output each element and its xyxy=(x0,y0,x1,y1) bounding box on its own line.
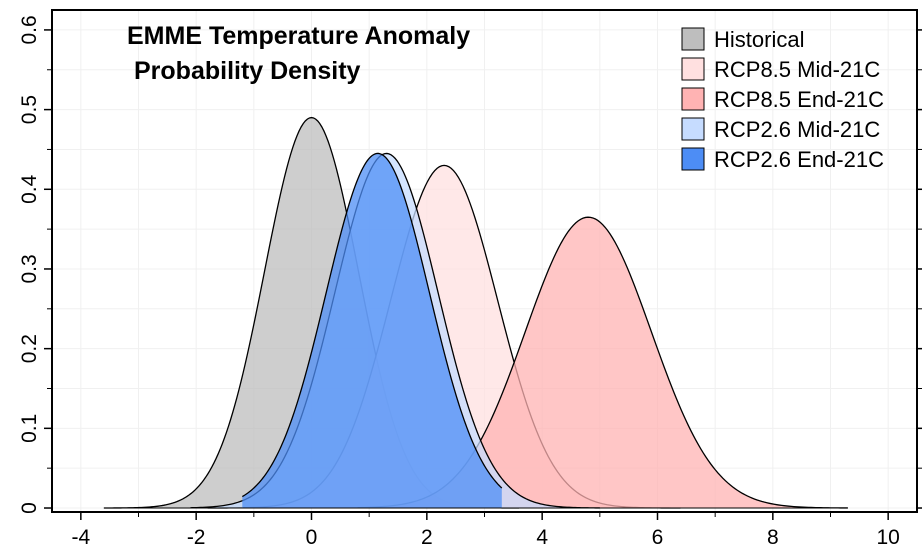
x-tick-label: -4 xyxy=(71,526,90,549)
legend: Historical RCP8.5 Mid-21C RCP8.5 End-21C RC… xyxy=(681,27,884,172)
y-tick-label: 0.5 xyxy=(18,95,41,124)
x-tick-label: 4 xyxy=(536,526,548,549)
density-area-4 xyxy=(242,153,502,509)
y-tick-label: 0.1 xyxy=(18,414,41,443)
y-tick-label: 0.6 xyxy=(18,15,41,44)
y-tick-label: 0.2 xyxy=(18,334,41,363)
legend-swatch-1 xyxy=(681,57,705,81)
x-tick-label: 8 xyxy=(767,526,779,549)
x-tick-label: 2 xyxy=(421,526,433,549)
legend-label-1: RCP8.5 Mid-21C xyxy=(714,57,880,82)
y-tick-label: 0.4 xyxy=(18,174,41,204)
legend-swatch-0 xyxy=(681,27,705,51)
y-tick-label: 0.3 xyxy=(18,254,41,283)
legend-label-3: RCP2.6 Mid-21C xyxy=(714,117,880,142)
x-tick-label: -2 xyxy=(187,526,206,549)
legend-label-2: RCP8.5 End-21C xyxy=(714,87,884,112)
x-tick-label: 6 xyxy=(652,526,664,549)
axis-layer: -4 -2 0 2 4 6 8 10 0 0.1 0.2 0.3 0.4 0.5 0.6 xyxy=(18,15,922,549)
legend-swatch-2 xyxy=(681,87,705,111)
density-curve-4 xyxy=(241,152,503,498)
title-line-2: Probability Density xyxy=(134,57,361,85)
legend-swatch-3 xyxy=(681,117,705,141)
legend-label-4: RCP2.6 End-21C xyxy=(714,147,884,172)
title-line-1: EMME Temperature Anomaly xyxy=(127,22,470,50)
density-area-0 xyxy=(103,117,520,509)
legend-label-0: Historical xyxy=(714,27,804,52)
y-tick-label: 0 xyxy=(18,502,41,514)
density-area-2 xyxy=(357,217,848,509)
x-tick-label: 10 xyxy=(876,526,899,549)
chart-title: EMME Temperature Anomaly Probability Dens… xyxy=(127,22,470,85)
x-tick-label: 0 xyxy=(306,526,318,549)
series-layer xyxy=(103,116,848,509)
legend-swatch-4 xyxy=(681,147,705,171)
